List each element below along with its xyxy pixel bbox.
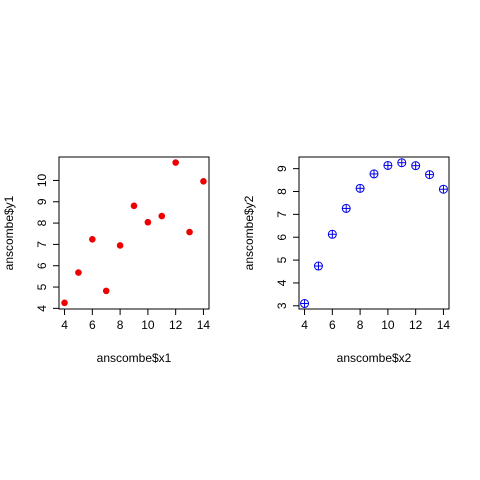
y-tick-label: 5 bbox=[35, 283, 49, 290]
data-point bbox=[383, 160, 393, 170]
x-tick-label: 6 bbox=[89, 318, 96, 332]
x-axis-label: anscombe$x1 bbox=[97, 351, 172, 365]
data-point bbox=[355, 183, 365, 193]
data-point bbox=[369, 169, 379, 179]
y-tick-label: 4 bbox=[275, 279, 289, 286]
x-tick-label: 14 bbox=[197, 318, 211, 332]
x-tick-label: 12 bbox=[169, 318, 183, 332]
data-point bbox=[411, 161, 421, 171]
x-axis: 4 6 8 10 12 14 bbox=[61, 308, 211, 332]
data-point bbox=[130, 202, 138, 210]
y-tick-label: 7 bbox=[275, 211, 289, 218]
plot-panel-1: 4 6 8 10 12 14 4 5 6 7 8 9 10 anscombe$x1 anscombe$… bbox=[2, 156, 211, 365]
y-tick-label: 10 bbox=[35, 173, 49, 187]
data-point bbox=[102, 287, 110, 295]
y-tick-label: 5 bbox=[275, 256, 289, 263]
data-point bbox=[89, 235, 96, 243]
data-point bbox=[61, 299, 68, 307]
data-point bbox=[158, 212, 166, 220]
y-axis-label: anscombe$y1 bbox=[2, 195, 16, 270]
plot-panel-2: 4 6 8 10 12 14 3 4 5 6 7 8 9 anscombe$x2 anscombe$y… bbox=[242, 156, 451, 365]
data-point bbox=[300, 299, 310, 309]
x-tick-label: 6 bbox=[329, 318, 336, 332]
x-tick-label: 8 bbox=[117, 318, 124, 332]
y-tick-label: 8 bbox=[275, 188, 289, 195]
data-points bbox=[300, 158, 448, 309]
x-tick-label: 10 bbox=[141, 318, 155, 332]
data-point bbox=[438, 184, 448, 194]
y-tick-label: 8 bbox=[35, 219, 49, 226]
data-point bbox=[425, 170, 435, 180]
y-tick-label: 6 bbox=[35, 262, 49, 269]
data-point bbox=[144, 218, 152, 226]
data-point bbox=[313, 261, 323, 271]
y-axis: 4 5 6 7 8 9 10 bbox=[35, 173, 60, 312]
y-tick-label: 9 bbox=[275, 165, 289, 172]
data-point bbox=[200, 178, 207, 185]
data-point bbox=[341, 203, 351, 213]
x-axis: 4 6 8 10 12 14 bbox=[301, 308, 451, 332]
data-point bbox=[186, 228, 193, 236]
x-tick-label: 14 bbox=[437, 318, 451, 332]
x-tick-label: 4 bbox=[301, 318, 308, 332]
data-point bbox=[172, 159, 179, 166]
data-points bbox=[61, 159, 207, 307]
y-axis: 3 4 5 6 7 8 9 bbox=[275, 165, 300, 309]
data-point bbox=[75, 269, 82, 276]
y-tick-label: 3 bbox=[275, 302, 289, 309]
y-tick-label: 7 bbox=[35, 241, 49, 248]
y-tick-label: 4 bbox=[35, 305, 49, 312]
x-tick-label: 8 bbox=[357, 318, 364, 332]
x-tick-label: 12 bbox=[409, 318, 423, 332]
y-axis-label: anscombe$y2 bbox=[242, 195, 256, 270]
data-point bbox=[397, 158, 407, 168]
x-tick-label: 4 bbox=[61, 318, 68, 332]
x-tick-label: 10 bbox=[381, 318, 395, 332]
y-tick-label: 6 bbox=[275, 234, 289, 241]
data-point bbox=[327, 229, 337, 239]
plot-frame bbox=[298, 156, 450, 310]
x-axis-label: anscombe$x2 bbox=[337, 351, 412, 365]
y-tick-label: 9 bbox=[35, 198, 49, 205]
data-point bbox=[116, 242, 124, 249]
